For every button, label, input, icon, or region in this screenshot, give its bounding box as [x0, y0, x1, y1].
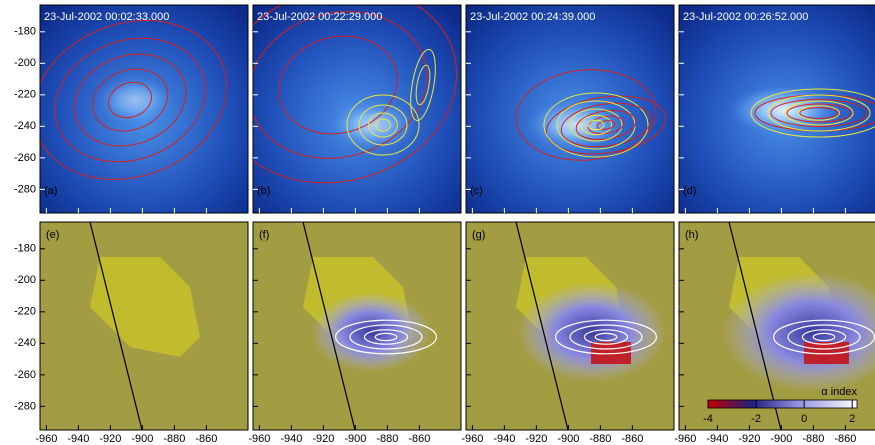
y-tick-label: -240: [14, 337, 36, 349]
colorbar-label: α index: [821, 386, 857, 398]
colorbar-tick-label: -4: [703, 413, 713, 425]
y-tick-label: -220: [14, 306, 36, 318]
timestamp: 23-Jul-2002 00:02:33.000: [44, 11, 169, 23]
timestamp: 23-Jul-2002 00:24:39.000: [470, 11, 595, 23]
panel: 23-Jul-2002 00:24:39.000 (c): [466, 5, 674, 213]
panel-label: (f): [259, 229, 269, 241]
y-tick-label: -180: [14, 26, 36, 38]
y-tick-label: -280: [14, 183, 36, 195]
x-tick-label: -860: [834, 433, 856, 445]
colorbar-tick-label: -2: [751, 413, 761, 425]
x-tick-label: -960: [461, 433, 483, 445]
x-tick-label: -960: [248, 433, 270, 445]
x-tick-label: -900: [770, 433, 792, 445]
y-tick-label: -200: [14, 274, 36, 286]
panel-label: (h): [685, 229, 698, 241]
panel: 23-Jul-2002 00:26:52.000 (d): [679, 5, 875, 213]
panel: 23-Jul-2002 00:02:33.000 (a): [11, 0, 249, 213]
y-tick-label: -240: [14, 120, 36, 132]
y-tick-label: -260: [14, 152, 36, 164]
y-tick-label: -200: [14, 57, 36, 69]
timestamp: 23-Jul-2002 00:22:29.000: [257, 11, 382, 23]
y-tick-label: -220: [14, 89, 36, 101]
y-tick-label: -180: [14, 243, 36, 255]
colorbar: [708, 400, 857, 408]
bright-region: [526, 100, 626, 150]
colorbar-tick-label: 0: [801, 413, 807, 425]
x-tick-label: -920: [738, 433, 760, 445]
x-tick-label: -860: [408, 433, 430, 445]
panel-label: (g): [472, 229, 485, 241]
x-tick-label: -900: [131, 433, 153, 445]
panel-label: (e): [46, 229, 59, 241]
x-tick-label: -880: [802, 433, 824, 445]
x-tick-label: -940: [706, 433, 728, 445]
x-tick-label: -960: [35, 433, 57, 445]
panel: (f): [253, 222, 461, 430]
bright-region: [328, 100, 418, 150]
x-tick-label: -920: [99, 433, 121, 445]
x-tick-label: -880: [589, 433, 611, 445]
x-tick-label: -920: [525, 433, 547, 445]
panel-label: (b): [257, 185, 270, 197]
x-tick-label: -940: [280, 433, 302, 445]
y-tick-label: -280: [14, 400, 36, 412]
x-tick-label: -860: [195, 433, 217, 445]
panel-label: (d): [683, 185, 696, 197]
x-tick-label: -880: [376, 433, 398, 445]
y-tick-label: -260: [14, 369, 36, 381]
panel: (h): [679, 222, 875, 430]
x-tick-label: -900: [557, 433, 579, 445]
x-tick-label: -860: [621, 433, 643, 445]
panel-label: (a): [44, 185, 57, 197]
colorbar-tick-label: 2: [849, 413, 855, 425]
figure: 23-Jul-2002 00:02:33.000(a)-180-200-220-…: [0, 0, 875, 445]
x-tick-label: -940: [493, 433, 515, 445]
timestamp: 23-Jul-2002 00:26:52.000: [683, 11, 808, 23]
panel: (g): [466, 222, 674, 430]
x-tick-label: -920: [312, 433, 334, 445]
x-tick-label: -940: [67, 433, 89, 445]
x-tick-label: -960: [674, 433, 696, 445]
x-tick-label: -900: [344, 433, 366, 445]
panel: (e): [40, 222, 248, 430]
x-tick-label: -880: [163, 433, 185, 445]
panel-label: (c): [470, 185, 483, 197]
